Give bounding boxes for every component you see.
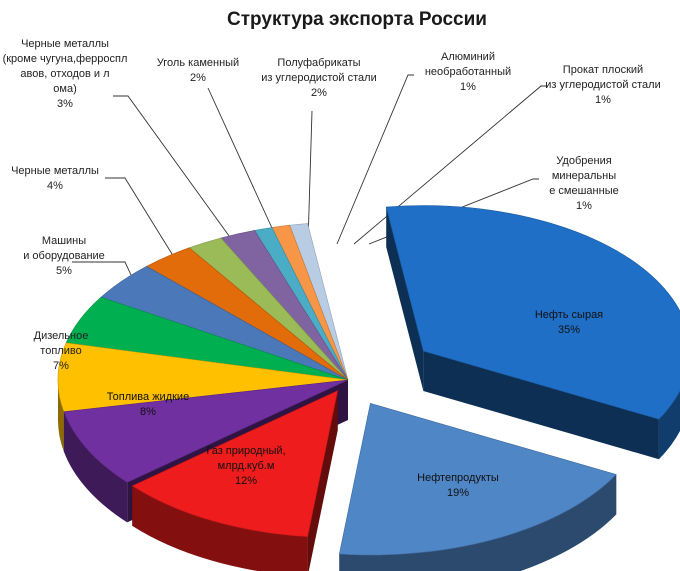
- pie-slice: [338, 402, 617, 556]
- leader-line: [353, 85, 548, 245]
- slice-percent: 35%: [558, 324, 580, 336]
- slice-percent: 2%: [190, 72, 206, 84]
- slice-label: Полуфабрикаты из углеродистой стали 2%: [261, 57, 376, 99]
- slice-percent: 5%: [56, 265, 72, 277]
- slice-side: [132, 485, 308, 571]
- slice-percent: 7%: [53, 360, 69, 372]
- pie-slice: [63, 379, 349, 483]
- slice-label: Уголь каменный 2%: [157, 57, 239, 84]
- slice-percent: 19%: [447, 487, 469, 499]
- slice-label: Нефтепродукты 19%: [417, 472, 499, 499]
- slice-wall: [307, 390, 338, 571]
- pie-slice: [385, 205, 680, 420]
- slice-percent: 1%: [576, 200, 592, 212]
- chart-title: Структура экспорта России: [227, 9, 487, 30]
- slice-percent: 8%: [140, 406, 156, 418]
- slice-label: Нефть сырая 35%: [535, 309, 603, 336]
- slice-label: Прокат плоский из углеродистой стали 1%: [545, 64, 660, 106]
- slice-label: Топлива жидкие 8%: [107, 391, 189, 418]
- slice-percent: 4%: [47, 180, 63, 192]
- pie-slice: [131, 390, 339, 538]
- slice-percent: 12%: [235, 475, 257, 487]
- slice-label: Черные металлы 4%: [11, 165, 99, 192]
- slice-percent: 1%: [460, 81, 476, 93]
- leader-line: [207, 87, 283, 251]
- slice-side: [339, 474, 617, 571]
- leader-lines: [72, 74, 548, 306]
- slice-label: Газ природный, млрд.куб.м 12%: [206, 445, 285, 487]
- slice-percent: 1%: [595, 94, 611, 106]
- leader-line: [105, 177, 186, 276]
- slice-label: Удобрения минеральны е смешанные 1%: [549, 155, 618, 212]
- leader-line: [307, 110, 313, 244]
- slice-wall: [386, 207, 424, 391]
- slice-side: [658, 390, 680, 460]
- slice-side: [58, 380, 64, 452]
- slice-label: Машины и оборудование 5%: [23, 235, 105, 277]
- pie-slice: [57, 342, 349, 413]
- slice-labels: Нефть сырая 35% Нефтепродукты 19% Газ природ…: [3, 38, 661, 499]
- slice-label: Черные металлы (кроме чугуна,ферроспл авов…: [3, 38, 128, 110]
- slice-wall: [423, 350, 659, 460]
- slice-percent: 2%: [311, 87, 327, 99]
- slice-label: Дизельное топливо 7%: [34, 330, 89, 372]
- slice-side: [63, 411, 128, 523]
- slice-percent: 3%: [57, 98, 73, 110]
- slice-label: Алюминий необработанный 1%: [425, 51, 511, 93]
- slice-tops: [57, 205, 680, 556]
- leader-line: [336, 74, 414, 245]
- leader-line: [113, 95, 246, 259]
